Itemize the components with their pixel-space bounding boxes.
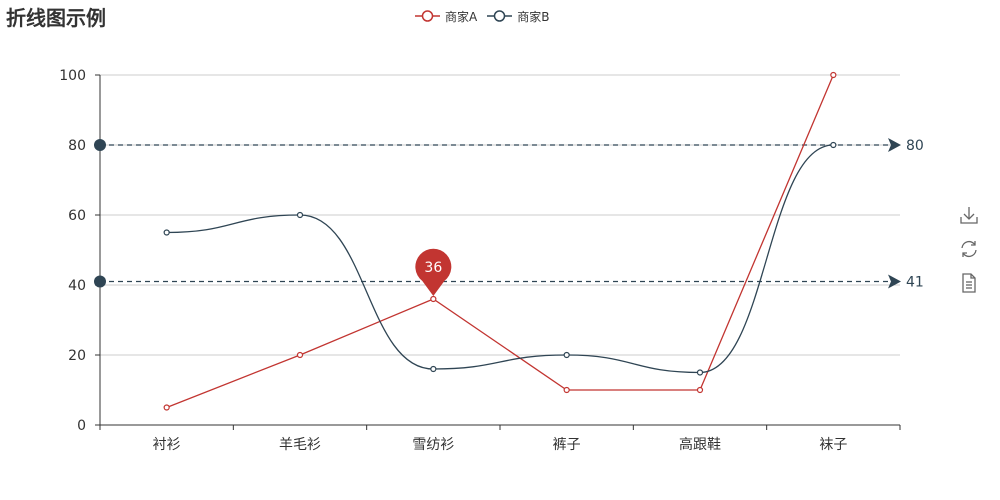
series-line-1: [166, 144, 834, 374]
data-point: [430, 365, 437, 373]
legend-item-series-a[interactable]: 商家A: [415, 8, 477, 25]
data-point: [296, 351, 304, 359]
legend-series-a-icon: [415, 10, 440, 22]
data-points: [163, 71, 837, 411]
series-line-0: [166, 74, 834, 409]
legend-item-series-b[interactable]: 商家B: [487, 8, 549, 25]
data-point: [296, 211, 304, 219]
legend: 商家A 商家B: [415, 6, 559, 26]
mark-points: 36: [415, 248, 452, 296]
mark-line-label: 41: [906, 275, 924, 291]
legend-series-a-label: 商家A: [445, 9, 478, 24]
mark-line-arrow: [888, 138, 901, 152]
data-point: [163, 404, 170, 411]
y-tick-label: 0: [77, 418, 86, 434]
data-view-icon: [962, 273, 976, 293]
legend-series-b-icon: [487, 10, 513, 22]
y-tick-label: 40: [68, 278, 86, 294]
restore-button[interactable]: [958, 238, 980, 260]
data-point: [163, 229, 170, 236]
data-point: [830, 141, 837, 149]
y-tick-label: 100: [59, 68, 86, 84]
mark-line-start: [94, 139, 106, 151]
mark-line-arrow: [888, 274, 901, 289]
axes: 0 20 40 60 80 100 衬衫 羊毛衫 雪纺衫 裤子 高跟鞋 袜子: [59, 68, 901, 453]
data-view-button[interactable]: [958, 272, 980, 294]
data-point: [696, 369, 704, 376]
y-tick-label: 20: [68, 348, 86, 364]
data-point: [696, 386, 704, 394]
x-tick-label: 高跟鞋: [679, 436, 721, 453]
mark-point-pin: [415, 248, 452, 296]
mark-lines: 80 41: [94, 138, 924, 291]
mark-line-start: [94, 275, 106, 288]
x-tick-label: 裤子: [553, 437, 581, 453]
download-icon: [960, 207, 978, 224]
legend-series-b-label: 商家B: [517, 9, 550, 24]
data-point: [563, 386, 570, 394]
x-tick-label: 衬衫: [153, 437, 181, 453]
chart-title: 折线图示例: [6, 6, 106, 30]
x-tick-label: 袜子: [819, 437, 847, 453]
y-tick-label: 60: [68, 208, 86, 224]
x-tick-label: 雪纺衫: [412, 437, 454, 453]
y-tick-label: 80: [68, 138, 86, 154]
toolbox: [958, 204, 980, 306]
series-lines: [166, 74, 834, 409]
data-point: [563, 351, 570, 359]
data-point: [430, 295, 437, 303]
mark-point-label: 36: [424, 260, 442, 276]
data-point: [830, 71, 837, 79]
download-button[interactable]: [958, 204, 980, 226]
x-tick-label: 羊毛衫: [279, 437, 321, 453]
mark-line-label: 80: [906, 138, 924, 154]
refresh-icon: [961, 240, 977, 258]
